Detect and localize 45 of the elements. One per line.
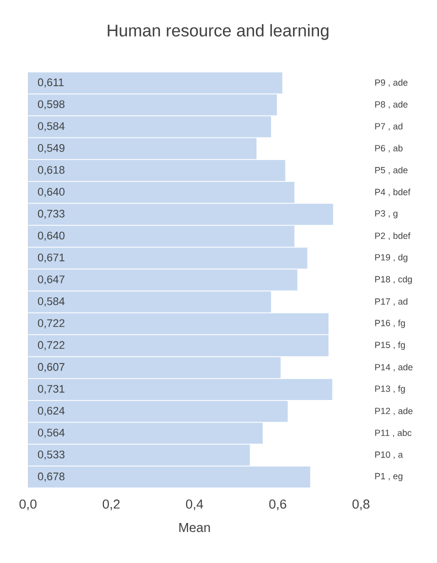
x-axis-title: Mean [179, 523, 210, 532]
chart-title: Human resource and learning [108, 24, 328, 40]
data-label: 0,618 [38, 166, 64, 176]
data-label: 0,611 [38, 78, 64, 88]
data-label: 0,733 [38, 210, 64, 219]
y-tick-label: P13 , fg [375, 385, 405, 394]
x-tick-label: 0,4 [186, 500, 204, 510]
data-label: 0,624 [38, 406, 65, 416]
x-tick-label: 0,6 [269, 500, 286, 510]
y-tick-label: P17 , ad [375, 298, 408, 306]
x-tick-label: 0,8 [352, 500, 370, 510]
data-label: 0,722 [38, 341, 64, 350]
y-tick-label: P3 , g [375, 210, 398, 218]
y-tick-label: P9 , ade [375, 79, 408, 87]
data-label: 0,584 [38, 122, 65, 132]
y-tick-label: P14 , ade [375, 364, 412, 372]
y-tick-label: P2 , bdef [375, 232, 410, 240]
y-tick-label: P6 , ab [375, 144, 403, 152]
y-tick-label: P10 , a [375, 451, 403, 459]
y-tick-label: P16 , fg [375, 320, 405, 328]
y-tick-label: P19 , dg [375, 254, 408, 262]
y-tick-label: P18 , cdg [375, 276, 412, 284]
data-label: 0,678 [38, 472, 64, 482]
data-label: 0,640 [38, 232, 64, 241]
y-tick-label: P7 , ad [375, 122, 402, 131]
y-tick-label: P8 , ade [375, 101, 408, 109]
data-label: 0,564 [38, 428, 65, 438]
y-tick-label: P11 , abc [375, 429, 412, 438]
data-label: 0,533 [38, 450, 64, 460]
data-label: 0,722 [38, 319, 64, 328]
data-label: 0,731 [38, 384, 64, 394]
x-tick-label: 0,0 [20, 500, 37, 510]
y-tick-label: P5 , ade [375, 166, 408, 174]
x-tick-label: 0,2 [102, 500, 120, 510]
data-label: 0,647 [38, 275, 64, 285]
y-tick-label: P1 , eg [375, 473, 402, 482]
y-tick-label: P4 , bdef [375, 188, 410, 196]
data-label: 0,607 [38, 363, 64, 372]
y-tick-label: P12 , ade [375, 408, 412, 416]
y-tick-label: P15 , fg [375, 342, 405, 350]
data-label: 0,671 [38, 254, 64, 263]
data-label: 0,598 [38, 100, 64, 110]
data-label: 0,549 [38, 144, 64, 154]
data-label: 0,640 [38, 188, 64, 197]
data-label: 0,584 [38, 297, 65, 306]
